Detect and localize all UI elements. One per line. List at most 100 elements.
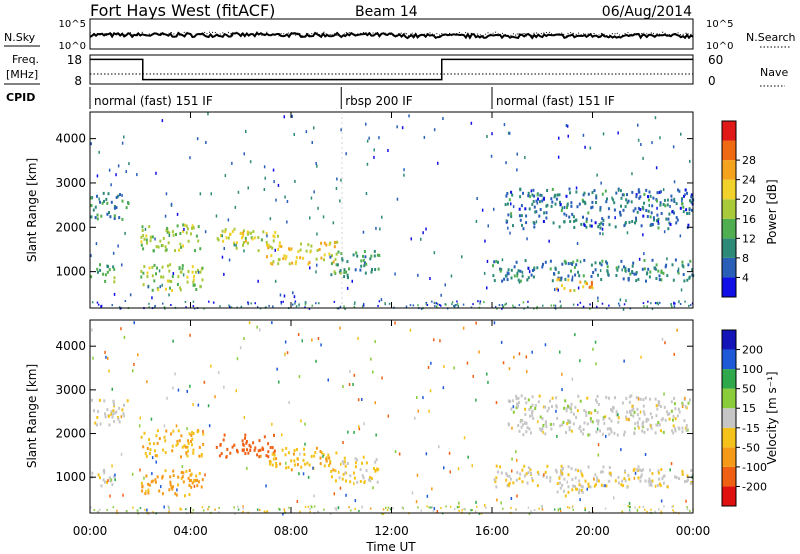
echo-pixel	[541, 507, 543, 510]
echo-pixel	[110, 412, 113, 416]
echo-pixel	[484, 503, 486, 507]
echo-pixel	[690, 200, 693, 204]
colorbar-tick-label: -100	[742, 461, 767, 474]
echo-pixel	[332, 468, 335, 472]
echo-pixel	[618, 302, 620, 305]
echo-pixel	[507, 226, 509, 230]
echo-pixel	[675, 216, 678, 220]
echo-pixel	[683, 419, 686, 423]
echo-pixel	[362, 259, 365, 262]
echo-pixel	[283, 510, 286, 513]
echo-pixel	[195, 234, 198, 238]
echo-pixel	[144, 227, 147, 231]
echo-pixel	[475, 321, 477, 325]
echo-pixel	[233, 243, 236, 247]
echo-pixel	[590, 224, 593, 228]
echo-pixel	[632, 261, 635, 265]
echo-pixel	[571, 377, 574, 381]
echo-pixel	[484, 239, 486, 243]
echo-pixel	[567, 465, 570, 469]
echo-pixel	[528, 513, 531, 515]
echo-pixel	[228, 258, 231, 262]
echo-pixel	[192, 278, 195, 282]
echo-pixel	[161, 244, 164, 247]
echo-pixel	[292, 452, 295, 456]
echo-pixel	[242, 234, 245, 238]
echo-pixel	[215, 445, 218, 449]
echo-pixel	[192, 283, 195, 287]
echo-pixel	[617, 131, 619, 135]
echo-pixel	[506, 192, 509, 195]
echo-pixel	[222, 438, 225, 442]
echo-pixel	[287, 451, 290, 455]
echo-pixel	[577, 270, 579, 274]
echo-pixel	[541, 199, 544, 203]
echo-pixel	[491, 132, 493, 136]
echo-pixel	[656, 191, 659, 195]
echo-pixel	[187, 441, 190, 445]
echo-pixel	[497, 470, 499, 474]
echo-pixel	[570, 201, 573, 205]
echo-pixel	[108, 268, 111, 272]
echo-pixel	[438, 303, 441, 306]
echo-pixel	[619, 189, 622, 193]
echo-pixel	[625, 269, 627, 273]
echo-pixel	[643, 430, 646, 434]
echo-pixel	[272, 457, 275, 461]
echo-pixel	[560, 304, 562, 307]
echo-pixel	[640, 469, 643, 473]
echo-pixel	[654, 302, 657, 305]
echo-pixel	[180, 245, 183, 249]
echo-pixel	[661, 477, 664, 480]
echo-pixel	[541, 508, 544, 511]
echo-pixel	[499, 269, 502, 273]
echo-pixel	[605, 200, 608, 204]
echo-pixel	[681, 472, 684, 476]
x-tick-label: 12:00	[374, 524, 409, 538]
echo-pixel	[108, 476, 111, 480]
echo-pixel	[188, 469, 191, 472]
echo-pixel	[142, 445, 145, 449]
echo-pixel	[387, 506, 390, 509]
echo-pixel	[528, 270, 531, 274]
echo-pixel	[364, 480, 366, 483]
cpid-segments: normal (fast) 151 IF rbsp 200 IF normal (f…	[89, 87, 615, 109]
echo-pixel	[623, 303, 626, 306]
echo-pixel	[90, 275, 93, 279]
echo-pixel	[583, 421, 586, 425]
echo-pixel	[681, 260, 684, 264]
echo-pixel	[172, 429, 175, 433]
echo-pixel	[623, 477, 626, 481]
echo-pixel	[310, 244, 313, 248]
echo-pixel	[334, 469, 337, 473]
echo-pixel	[515, 394, 518, 398]
echo-pixel	[360, 264, 363, 268]
echo-pixel	[218, 506, 220, 509]
echo-pixel	[463, 436, 466, 440]
echo-pixel	[245, 440, 248, 443]
echo-pixel	[607, 215, 610, 219]
echo-pixel	[685, 499, 687, 503]
echo-pixel	[480, 512, 483, 515]
echo-pixel	[192, 226, 195, 230]
echo-pixel	[285, 461, 287, 465]
echo-pixel	[578, 426, 581, 430]
echo-pixel	[401, 506, 404, 509]
echo-pixel	[531, 409, 534, 413]
echo-pixel	[517, 278, 520, 282]
echo-pixel	[145, 454, 148, 458]
echo-pixel	[632, 468, 635, 472]
echo-pixel	[689, 199, 691, 203]
echo-pixel	[510, 497, 513, 500]
echo-pixel	[642, 302, 645, 305]
echo-pixel	[348, 383, 351, 386]
echo-pixel	[207, 404, 210, 408]
echo-pixel	[561, 262, 564, 266]
echo-pixel	[601, 259, 604, 263]
echo-pixel	[555, 396, 558, 400]
echo-pixel	[518, 401, 520, 405]
echo-pixel	[186, 227, 189, 231]
echo-pixel	[569, 191, 571, 195]
echo-pixel	[516, 274, 519, 278]
echo-pixel	[191, 481, 194, 485]
